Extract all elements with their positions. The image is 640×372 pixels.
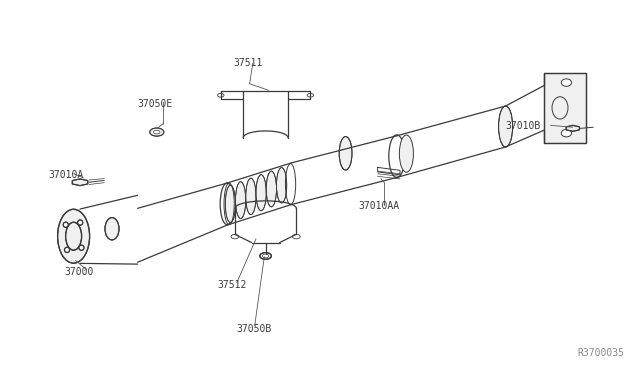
Ellipse shape [262, 254, 269, 258]
Text: 37010AA: 37010AA [358, 202, 399, 211]
Ellipse shape [552, 97, 568, 119]
Ellipse shape [256, 174, 266, 211]
Ellipse shape [399, 135, 413, 172]
Text: 37050B: 37050B [237, 324, 272, 334]
Ellipse shape [561, 79, 572, 86]
Text: 37010A: 37010A [48, 170, 83, 180]
Ellipse shape [225, 185, 236, 222]
Ellipse shape [292, 234, 300, 239]
Text: 37511: 37511 [234, 58, 263, 68]
Ellipse shape [79, 245, 84, 250]
Ellipse shape [499, 106, 513, 147]
Ellipse shape [154, 130, 160, 134]
Ellipse shape [339, 137, 352, 170]
Ellipse shape [150, 128, 164, 136]
Text: 37050E: 37050E [138, 99, 173, 109]
Ellipse shape [246, 178, 256, 215]
Text: 37000: 37000 [64, 267, 93, 276]
Polygon shape [544, 73, 586, 143]
Ellipse shape [65, 247, 70, 253]
Polygon shape [566, 125, 579, 131]
Ellipse shape [236, 182, 246, 219]
Polygon shape [72, 179, 88, 186]
Ellipse shape [307, 93, 314, 97]
Text: R3700035: R3700035 [577, 348, 624, 358]
Ellipse shape [276, 167, 287, 203]
Ellipse shape [77, 220, 83, 225]
Ellipse shape [63, 222, 68, 227]
Ellipse shape [218, 93, 224, 97]
Ellipse shape [260, 253, 271, 259]
Ellipse shape [561, 129, 572, 137]
Text: 37512: 37512 [218, 280, 247, 289]
Text: 37010B: 37010B [506, 122, 541, 131]
Ellipse shape [105, 218, 119, 240]
Ellipse shape [66, 222, 82, 250]
Ellipse shape [231, 234, 239, 239]
Ellipse shape [58, 209, 90, 263]
Ellipse shape [266, 171, 276, 207]
